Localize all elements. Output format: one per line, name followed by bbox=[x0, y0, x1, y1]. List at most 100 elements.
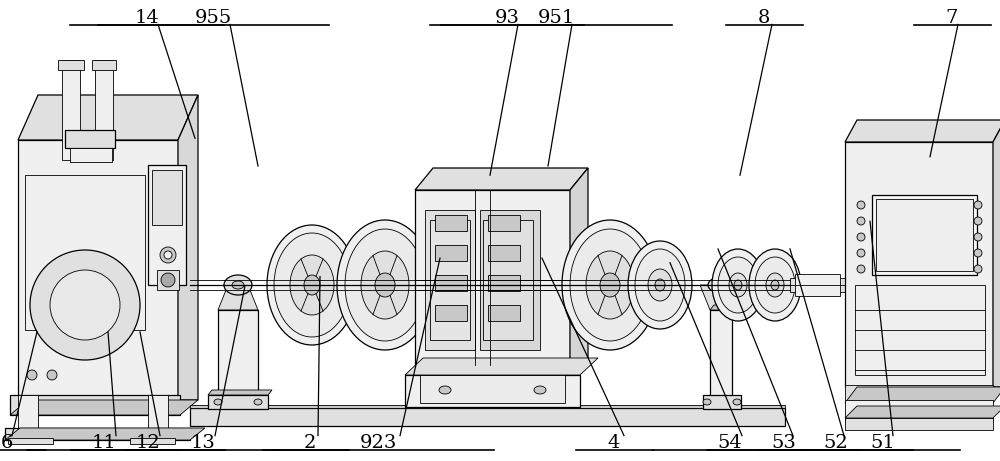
Ellipse shape bbox=[635, 249, 685, 321]
Bar bbox=[795, 274, 840, 296]
Ellipse shape bbox=[254, 399, 262, 405]
Polygon shape bbox=[993, 120, 1000, 387]
Ellipse shape bbox=[857, 217, 865, 225]
Bar bbox=[405, 375, 580, 407]
Ellipse shape bbox=[160, 247, 176, 263]
Bar bbox=[488, 215, 520, 231]
Bar bbox=[790, 278, 845, 292]
Bar bbox=[8, 438, 53, 444]
Ellipse shape bbox=[304, 275, 320, 295]
Ellipse shape bbox=[50, 270, 120, 340]
Bar bbox=[435, 305, 467, 321]
Bar bbox=[218, 310, 258, 400]
Bar bbox=[483, 220, 533, 340]
Ellipse shape bbox=[771, 280, 779, 290]
Bar bbox=[845, 142, 993, 387]
Text: 923: 923 bbox=[359, 433, 397, 452]
Ellipse shape bbox=[439, 386, 451, 394]
Ellipse shape bbox=[375, 273, 395, 297]
Text: 52: 52 bbox=[824, 433, 848, 452]
Polygon shape bbox=[845, 120, 1000, 142]
Text: 54: 54 bbox=[718, 433, 742, 452]
Ellipse shape bbox=[164, 251, 172, 259]
Polygon shape bbox=[18, 95, 198, 140]
Bar bbox=[480, 210, 540, 350]
Ellipse shape bbox=[274, 233, 350, 337]
Text: 11: 11 bbox=[92, 433, 116, 452]
Bar bbox=[415, 365, 570, 383]
Polygon shape bbox=[190, 405, 785, 408]
Ellipse shape bbox=[30, 250, 140, 360]
Ellipse shape bbox=[586, 251, 634, 319]
Ellipse shape bbox=[718, 257, 758, 313]
Text: 6: 6 bbox=[1, 433, 13, 452]
Bar bbox=[58, 60, 84, 70]
Text: 951: 951 bbox=[537, 8, 575, 27]
Ellipse shape bbox=[337, 220, 433, 350]
Ellipse shape bbox=[27, 370, 37, 380]
Ellipse shape bbox=[974, 201, 982, 209]
Ellipse shape bbox=[766, 273, 784, 297]
Text: 955: 955 bbox=[194, 8, 232, 27]
Text: 8: 8 bbox=[758, 8, 770, 27]
Bar bbox=[872, 195, 977, 275]
Bar bbox=[152, 170, 182, 225]
Polygon shape bbox=[700, 285, 730, 310]
Polygon shape bbox=[218, 285, 258, 310]
Ellipse shape bbox=[974, 233, 982, 241]
Bar bbox=[845, 418, 993, 430]
Bar bbox=[435, 245, 467, 261]
Text: 7: 7 bbox=[946, 8, 958, 27]
Bar bbox=[435, 275, 467, 291]
Bar bbox=[62, 60, 80, 160]
Bar bbox=[130, 438, 175, 444]
Ellipse shape bbox=[648, 269, 672, 301]
Bar bbox=[425, 210, 475, 350]
Polygon shape bbox=[405, 358, 598, 375]
Ellipse shape bbox=[161, 273, 175, 287]
Ellipse shape bbox=[232, 281, 244, 289]
Polygon shape bbox=[845, 406, 1000, 418]
Bar bbox=[488, 245, 520, 261]
Bar bbox=[65, 130, 115, 148]
Ellipse shape bbox=[361, 251, 409, 319]
Bar bbox=[845, 400, 993, 422]
Polygon shape bbox=[178, 95, 198, 400]
Text: 4: 4 bbox=[608, 433, 620, 452]
Bar bbox=[876, 199, 973, 271]
Bar bbox=[855, 285, 985, 375]
Bar bbox=[18, 140, 178, 400]
Text: 14: 14 bbox=[135, 8, 159, 27]
Bar bbox=[190, 408, 785, 426]
Bar bbox=[92, 60, 116, 70]
Ellipse shape bbox=[562, 220, 658, 350]
Bar bbox=[95, 60, 113, 160]
Bar bbox=[488, 305, 520, 321]
Ellipse shape bbox=[755, 257, 795, 313]
Ellipse shape bbox=[857, 233, 865, 241]
Ellipse shape bbox=[345, 229, 425, 341]
Bar bbox=[157, 270, 179, 290]
Ellipse shape bbox=[534, 386, 546, 394]
Ellipse shape bbox=[749, 249, 801, 321]
Bar bbox=[208, 395, 268, 409]
Text: 12: 12 bbox=[136, 433, 160, 452]
Bar bbox=[703, 395, 741, 409]
Ellipse shape bbox=[708, 278, 728, 292]
Ellipse shape bbox=[857, 201, 865, 209]
Bar bbox=[435, 215, 467, 231]
Ellipse shape bbox=[267, 225, 357, 345]
Ellipse shape bbox=[714, 282, 722, 288]
Ellipse shape bbox=[290, 255, 334, 315]
Text: 53: 53 bbox=[772, 433, 796, 452]
Bar bbox=[5, 428, 190, 440]
Ellipse shape bbox=[570, 229, 650, 341]
Ellipse shape bbox=[655, 279, 665, 291]
Bar bbox=[415, 190, 570, 365]
Text: 13: 13 bbox=[191, 433, 215, 452]
Polygon shape bbox=[710, 305, 736, 310]
Polygon shape bbox=[415, 168, 588, 190]
Ellipse shape bbox=[628, 241, 692, 329]
Bar bbox=[420, 375, 565, 403]
Text: 51: 51 bbox=[871, 433, 895, 452]
